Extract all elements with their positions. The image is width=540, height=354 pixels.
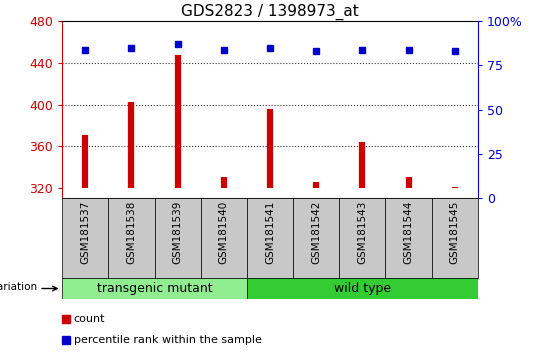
- Bar: [154, 198, 201, 278]
- Text: wild type: wild type: [334, 282, 391, 295]
- Text: GSM181538: GSM181538: [126, 201, 137, 264]
- Title: GDS2823 / 1398973_at: GDS2823 / 1398973_at: [181, 4, 359, 20]
- Text: GSM181542: GSM181542: [311, 201, 321, 264]
- Text: transgenic mutant: transgenic mutant: [97, 282, 212, 295]
- Bar: [247, 198, 293, 278]
- Text: GSM181545: GSM181545: [450, 201, 460, 264]
- Text: GSM181543: GSM181543: [357, 201, 367, 264]
- Text: GSM181541: GSM181541: [265, 201, 275, 264]
- Bar: [431, 198, 478, 278]
- Text: percentile rank within the sample: percentile rank within the sample: [74, 335, 261, 345]
- Text: genotype/variation: genotype/variation: [0, 282, 37, 292]
- Bar: [201, 198, 247, 278]
- Bar: [339, 198, 386, 278]
- Text: GSM181544: GSM181544: [403, 201, 414, 264]
- Text: GSM181537: GSM181537: [80, 201, 90, 264]
- Text: GSM181539: GSM181539: [173, 201, 183, 264]
- Bar: [62, 278, 247, 299]
- Text: count: count: [74, 314, 105, 324]
- Bar: [62, 198, 109, 278]
- Bar: [247, 278, 478, 299]
- Bar: [109, 198, 154, 278]
- Text: GSM181540: GSM181540: [219, 201, 229, 264]
- Bar: [386, 198, 431, 278]
- Bar: [293, 198, 339, 278]
